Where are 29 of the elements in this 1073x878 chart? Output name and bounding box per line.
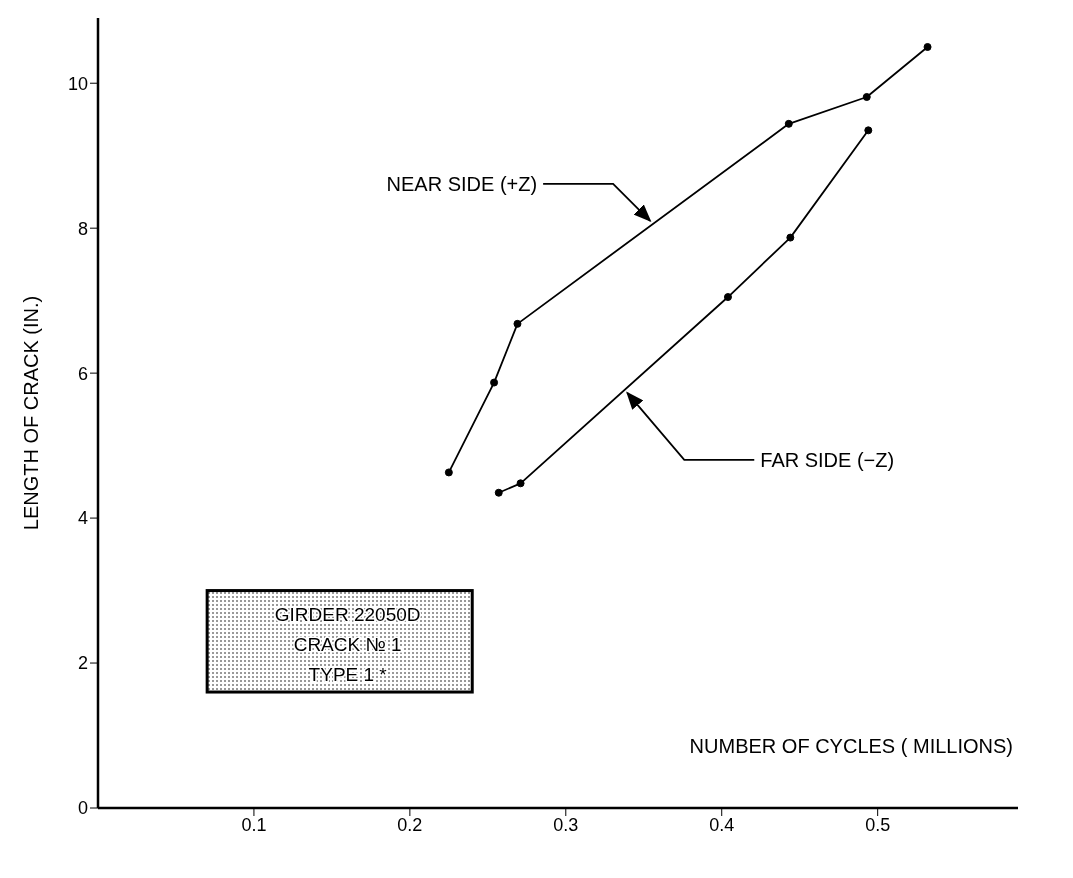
x-tick-label: 0.3	[553, 814, 579, 835]
point	[516, 479, 525, 488]
point	[490, 378, 499, 387]
y-tick-label: 2	[77, 653, 88, 674]
point	[723, 293, 732, 302]
annotation: TYPE 1 *	[308, 663, 388, 685]
y-tick-label: 10	[67, 73, 88, 94]
x-tick-label: 0.4	[709, 814, 735, 835]
y-tick-label: 8	[77, 218, 88, 239]
annotation: FAR SIDE (−Z)	[760, 448, 895, 471]
y-tick-label: 0	[77, 798, 88, 819]
point	[444, 468, 453, 477]
x-tick-label: 0.5	[865, 814, 891, 835]
x-tick-label: 0.1	[241, 814, 267, 835]
point	[513, 319, 522, 328]
point	[862, 93, 871, 101]
point	[864, 126, 873, 135]
y-tick-label: 4	[77, 508, 88, 529]
annotation: GIRDER 22050D	[274, 603, 421, 625]
point	[784, 119, 793, 128]
annotation: NEAR SIDE (+Z)	[386, 172, 538, 195]
y-axis-title: LENGTH OF CRACK (IN.)	[20, 295, 42, 531]
y-tick-label: 6	[77, 363, 88, 384]
annotation: CRACK № 1	[293, 633, 402, 655]
point	[923, 42, 932, 51]
point	[786, 233, 795, 242]
x-axis-title: NUMBER OF CYCLES ( MILLIONS)	[689, 735, 1013, 757]
x-tick-label: 0.2	[397, 814, 423, 835]
point	[494, 488, 503, 497]
